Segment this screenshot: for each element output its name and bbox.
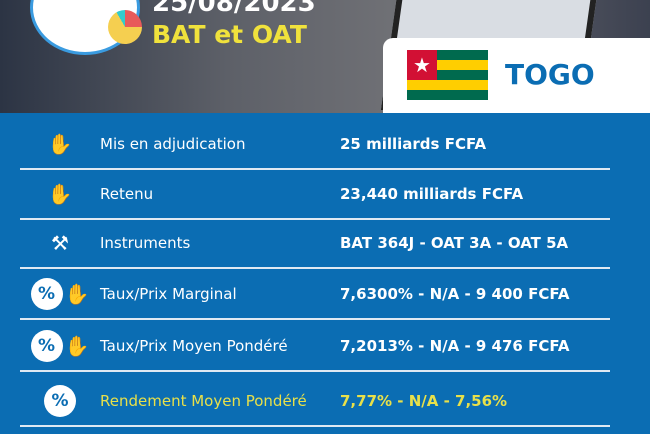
pie-chart-icon <box>108 10 142 44</box>
bid-hand-icon: ✋ <box>47 132 73 156</box>
info-row: ⚒ Instruments BAT 364J - OAT 3A - OAT 5A <box>20 219 610 269</box>
togo-flag-icon: ★ <box>407 50 488 100</box>
percent-icon: % <box>44 385 76 417</box>
info-row: % ✋ Taux/Prix Marginal 7,6300% - N/A - 9 40… <box>20 270 610 320</box>
percent-icon: % <box>30 330 63 362</box>
row-label: Taux/Prix Marginal <box>100 285 237 303</box>
bid-hand-icon: ✋ <box>47 182 73 206</box>
country-card: ★ TOGO <box>383 38 650 113</box>
row-icons: ✋ <box>20 132 100 156</box>
info-row: % Rendement Moyen Pondéré 7,77% - N/A - 7,… <box>20 377 610 427</box>
row-label: Instruments <box>100 234 191 252</box>
row-value: 23,440 milliards FCFA <box>340 185 524 203</box>
info-row: % ✋ Taux/Prix Moyen Pondéré 7,2013% - N/A -… <box>20 322 610 372</box>
row-icons: % <box>20 385 100 417</box>
auction-date: 25/08/2023 <box>152 0 316 18</box>
bid-hand-icon: ✋ <box>64 282 90 306</box>
row-value: 7,2013% - N/A - 9 476 FCFA <box>340 337 570 355</box>
row-value: 7,6300% - N/A - 9 400 FCFA <box>340 285 570 303</box>
row-icons: ⚒ <box>20 231 100 255</box>
country-name: TOGO <box>505 58 595 91</box>
row-icons: % ✋ <box>20 330 100 362</box>
info-row: ✋ Retenu 23,440 milliards FCFA <box>20 170 610 220</box>
row-label: Taux/Prix Moyen Pondéré <box>100 337 288 355</box>
row-value: BAT 364J - OAT 3A - OAT 5A <box>340 234 569 252</box>
row-value: 25 milliards FCFA <box>340 135 487 153</box>
row-label: Retenu <box>100 185 154 203</box>
header-banner: 25/08/2023 BAT et OAT ★ TOGO <box>0 0 650 113</box>
row-label: Mis en adjudication <box>100 135 246 153</box>
gavel-icon: ⚒ <box>51 231 69 255</box>
row-label: Rendement Moyen Pondéré <box>100 392 307 410</box>
auction-subtitle: BAT et OAT <box>152 20 307 49</box>
row-icons: ✋ <box>20 182 100 206</box>
percent-icon: % <box>30 278 63 310</box>
info-row: ✋ Mis en adjudication 25 milliards FCFA <box>20 120 610 170</box>
row-value: 7,77% - N/A - 7,56% <box>340 392 508 410</box>
row-icons: % ✋ <box>20 278 100 310</box>
bid-hand-icon: ✋ <box>64 334 90 358</box>
